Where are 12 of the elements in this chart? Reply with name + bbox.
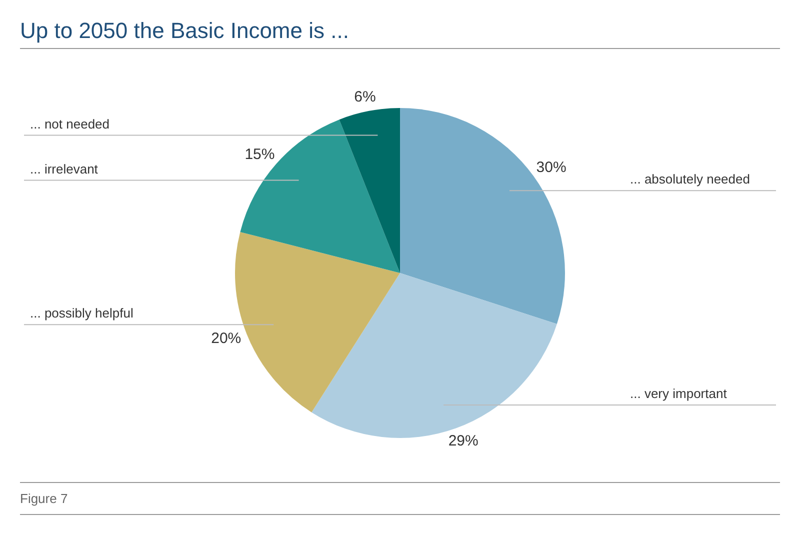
slice-label: ... very important	[630, 386, 728, 402]
slice-label: ... possibly helpful	[30, 306, 134, 321]
data-label: 6%	[354, 88, 376, 106]
caption: Figure 7	[20, 491, 69, 506]
data-label: 20%	[211, 330, 242, 348]
data-label: 30%	[536, 158, 566, 176]
data-label: 15%	[244, 146, 275, 163]
slice-label: ... absolutely needed	[630, 172, 750, 187]
slice-label: ... irrelevant	[30, 161, 98, 176]
slice-label: ... not needed	[30, 116, 110, 132]
data-label: 29%	[448, 432, 478, 450]
chart-title: Up to 2050 the Basic Income is ...	[20, 18, 350, 44]
